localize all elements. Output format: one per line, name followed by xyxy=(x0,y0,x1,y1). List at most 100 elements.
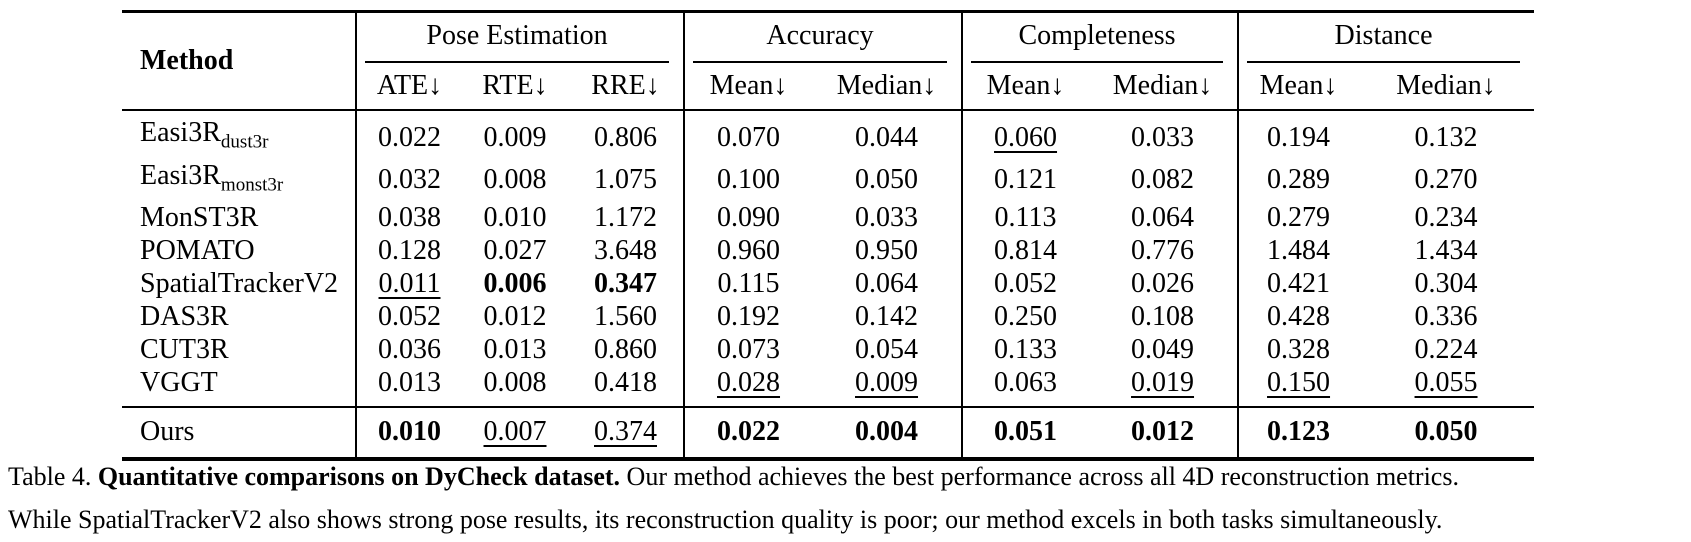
method-name: CUT3R xyxy=(140,334,229,366)
metric-value: 0.052 xyxy=(378,301,441,333)
metric-value: 0.304 xyxy=(1414,268,1478,300)
value-cell: 0.860 xyxy=(568,333,684,366)
metric-value: 0.038 xyxy=(378,202,441,234)
value-cell: 0.010 xyxy=(462,201,568,234)
metric-value: 0.064 xyxy=(1131,202,1195,234)
method-cell: Ours xyxy=(122,406,356,460)
value-cell: 0.026 xyxy=(1088,267,1238,300)
results-table: Method Pose Estimation Accuracy Complete… xyxy=(122,10,1535,462)
value-cell: 0.028 xyxy=(683,366,813,408)
col-header-rre: RRE↓ xyxy=(568,63,685,111)
value-cell: 0.073 xyxy=(683,333,813,367)
value-cell: 0.224 xyxy=(1358,333,1534,366)
metric-value: 0.082 xyxy=(1131,164,1195,196)
value-cell: 1.075 xyxy=(568,159,684,202)
metric-value: 0.806 xyxy=(594,121,657,153)
method-subscript: dust3r xyxy=(220,131,269,153)
metric-value: 0.279 xyxy=(1267,202,1331,234)
col-header-comp-mean: Mean↓ xyxy=(961,63,1089,111)
value-cell: 0.022 xyxy=(683,406,813,460)
method-name: MonST3R xyxy=(140,202,259,234)
caption-text-1: Our method achieves the best performance… xyxy=(626,462,1459,491)
metric-value: 0.060 xyxy=(994,121,1058,153)
value-cell: 0.033 xyxy=(1088,110,1238,159)
metric-value: 0.054 xyxy=(855,334,919,366)
value-cell: 0.064 xyxy=(812,267,962,300)
value-cell: 0.113 xyxy=(961,201,1089,235)
metric-value: 0.421 xyxy=(1267,268,1331,300)
value-cell: 0.008 xyxy=(462,366,568,407)
metric-value: 0.150 xyxy=(1267,367,1331,399)
value-cell: 0.013 xyxy=(355,366,462,408)
value-cell: 0.142 xyxy=(812,300,962,333)
metric-value: 0.192 xyxy=(717,301,781,333)
metric-value: 0.008 xyxy=(483,164,547,196)
value-cell: 0.013 xyxy=(462,333,568,366)
value-cell: 0.036 xyxy=(355,333,462,367)
value-cell: 0.133 xyxy=(961,333,1089,367)
method-name: Easi3R xyxy=(140,117,221,148)
metric-value: 0.033 xyxy=(1131,121,1195,153)
metric-value: 0.064 xyxy=(855,268,919,300)
caption-line-1: Table 4. Quantitative comparisons on DyC… xyxy=(8,455,1688,498)
metric-value: 0.050 xyxy=(1414,416,1478,448)
metric-value: 0.019 xyxy=(1131,367,1195,399)
value-cell: 0.279 xyxy=(1237,201,1359,235)
caption-line-2: While SpatialTrackerV2 also shows strong… xyxy=(8,505,1443,534)
value-cell: 0.192 xyxy=(683,300,813,334)
value-cell: 0.055 xyxy=(1358,366,1534,407)
ours-row: Ours 0.010 0.007 0.374 0.022 0.004 0.051 0.012 0… xyxy=(122,406,1535,460)
value-cell: 0.009 xyxy=(462,110,568,159)
metric-value: 0.011 xyxy=(378,268,441,300)
value-cell: 0.027 xyxy=(462,234,568,267)
table-row: MonST3R 0.038 0.010 1.172 0.090 0.033 0.113 0.0… xyxy=(122,201,1534,235)
value-cell: 0.009 xyxy=(812,366,962,407)
value-cell: 0.123 xyxy=(1237,406,1359,460)
metric-value: 0.022 xyxy=(717,416,781,448)
metric-value: 0.123 xyxy=(1267,416,1331,448)
value-cell: 0.006 xyxy=(462,267,568,300)
value-cell: 0.060 xyxy=(961,110,1089,159)
method-name: VGGT xyxy=(140,367,218,399)
metric-value: 0.013 xyxy=(483,334,547,366)
metric-value: 0.026 xyxy=(1131,268,1195,300)
metric-value: 0.027 xyxy=(483,235,547,267)
value-cell: 0.950 xyxy=(812,234,962,267)
method-subscript: monst3r xyxy=(220,174,284,196)
value-cell: 0.052 xyxy=(961,267,1089,301)
metric-value: 0.090 xyxy=(717,202,781,234)
metric-value: 0.007 xyxy=(483,416,547,448)
caption-label: Table 4. xyxy=(8,462,92,491)
method-column-header: Method xyxy=(122,11,356,111)
value-cell: 0.008 xyxy=(462,159,568,202)
value-cell: 0.347 xyxy=(568,267,684,300)
metric-value: 0.008 xyxy=(483,367,547,399)
method-cell: POMATO xyxy=(122,234,356,267)
value-cell: 0.421 xyxy=(1237,267,1359,301)
method-name: DAS3R xyxy=(140,301,229,333)
value-cell: 0.012 xyxy=(462,300,568,333)
metric-value: 0.328 xyxy=(1267,334,1331,366)
metric-value: 0.032 xyxy=(378,164,441,196)
metric-value: 0.113 xyxy=(994,202,1057,234)
table-caption: Table 4. Quantitative comparisons on DyC… xyxy=(8,455,1688,541)
group-header-accuracy: Accuracy xyxy=(683,11,963,63)
metric-value: 0.051 xyxy=(994,416,1058,448)
value-cell: 1.560 xyxy=(568,300,684,333)
value-cell: 0.250 xyxy=(961,300,1089,334)
col-header-acc-mean: Mean↓ xyxy=(683,63,813,111)
metric-value: 0.776 xyxy=(1131,235,1195,267)
group-header-row: Method Pose Estimation Accuracy Complete… xyxy=(122,11,1535,111)
method-name: Easi3R xyxy=(140,159,221,191)
value-cell: 0.234 xyxy=(1358,201,1534,234)
value-cell: 0.336 xyxy=(1358,300,1534,333)
value-cell: 0.304 xyxy=(1358,267,1534,300)
value-cell: 0.054 xyxy=(812,333,962,366)
value-cell: 0.108 xyxy=(1088,300,1238,333)
value-cell: 0.289 xyxy=(1237,158,1359,202)
metric-value: 0.010 xyxy=(483,202,547,234)
value-cell: 0.004 xyxy=(812,406,963,460)
value-cell: 0.776 xyxy=(1088,234,1238,267)
metric-value: 0.012 xyxy=(1131,416,1195,448)
metric-value: 0.010 xyxy=(378,416,441,448)
